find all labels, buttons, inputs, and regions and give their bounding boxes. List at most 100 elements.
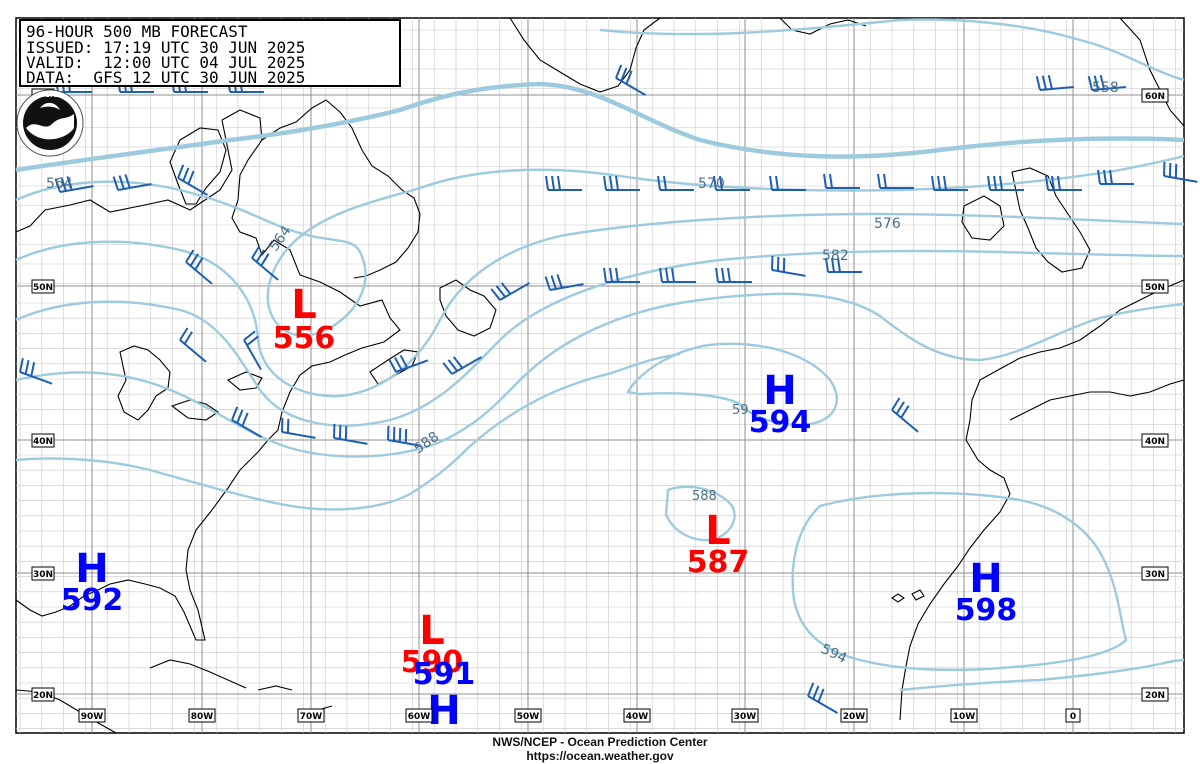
lon-label: 40W xyxy=(623,708,651,723)
coast-caribbean xyxy=(15,659,333,734)
lon-label: 50W xyxy=(514,708,542,723)
lat-label-left: 30N xyxy=(31,566,55,581)
weather-map: 564 564 570 576 582 588 588 59 594 558 L… xyxy=(15,17,1198,734)
high-center-letter: H xyxy=(75,546,108,592)
coast-labrador xyxy=(261,99,421,279)
coast-scandinavia xyxy=(1119,17,1185,127)
lon-label-text: 60W xyxy=(408,712,431,722)
contour-594-africa xyxy=(899,658,1185,692)
low-center-value: 556 xyxy=(273,321,336,356)
wind-barb xyxy=(281,417,316,439)
title-line-2: ISSUED: 17:19 UTC 30 JUN 2025 xyxy=(26,38,305,57)
contour-564 xyxy=(15,154,1185,337)
wind-barb xyxy=(251,245,279,281)
coast-greenland xyxy=(509,17,661,93)
wind-barb xyxy=(715,267,752,283)
contour-576 xyxy=(15,249,1185,427)
lat-label-left: 50N xyxy=(31,279,55,294)
wind-barb xyxy=(807,682,838,714)
lat-label-right: 30N xyxy=(1141,566,1169,581)
lat-label-text: 20N xyxy=(33,691,53,701)
lon-label: 60W xyxy=(405,708,433,723)
lat-label-text: 50N xyxy=(1145,283,1165,293)
coast-iceland xyxy=(779,17,867,35)
contour-label: 576 xyxy=(874,216,901,232)
wind-barb xyxy=(54,176,94,193)
wind-barb xyxy=(388,354,429,373)
high-center-value: 591 xyxy=(413,657,476,692)
contour-570 xyxy=(15,212,1185,398)
wind-barb xyxy=(771,255,806,277)
contour-588 xyxy=(15,352,681,511)
wind-barb xyxy=(657,175,694,191)
low-center-letter: L xyxy=(705,508,731,554)
wind-barb xyxy=(544,274,584,291)
lat-label-text: 40N xyxy=(33,437,53,447)
wind-barb xyxy=(877,173,914,189)
title-line-1: 96-HOUR 500 MB FORECAST xyxy=(26,22,248,41)
footer-url[interactable]: https://ocean.weather.gov xyxy=(526,749,674,763)
lat-label-text: 50N xyxy=(33,283,53,293)
lat-label-right: 20N xyxy=(1141,687,1169,702)
coast-mediterranean xyxy=(1009,379,1185,421)
contour-594-h xyxy=(626,342,839,426)
low-center-value: 590 xyxy=(401,645,464,680)
high-center-value: 592 xyxy=(61,583,124,618)
lat-label-text: 40N xyxy=(1145,437,1165,447)
height-contours xyxy=(15,18,1185,692)
lon-label-text: 70W xyxy=(300,712,323,722)
contour-588b xyxy=(664,485,736,542)
lon-label-text: 10W xyxy=(953,712,976,722)
wind-barb xyxy=(243,330,262,370)
lon-label: 90W xyxy=(78,708,106,723)
lon-label-text: 20W xyxy=(843,712,866,722)
title-line-4: DATA: GFS 12 UTC 30 JUN 2025 xyxy=(26,68,305,87)
noaa-logo: NOAA xyxy=(16,89,84,157)
lon-label-text: 80W xyxy=(191,712,214,722)
lon-label-text: 90W xyxy=(81,712,104,722)
wind-barb xyxy=(333,423,368,445)
lat-label-text: 60N xyxy=(1145,92,1165,102)
lat-label-text: 30N xyxy=(1145,570,1165,580)
wind-barb xyxy=(603,175,640,191)
contour-label: 570 xyxy=(698,176,725,192)
coast-north-america xyxy=(15,109,401,641)
contour-label: 59 xyxy=(732,403,749,418)
footer-agency: NWS/NCEP - Ocean Prediction Center xyxy=(492,735,708,749)
wind-barb xyxy=(1163,161,1198,183)
wind-barb xyxy=(179,327,207,363)
wind-barb xyxy=(545,175,582,191)
lon-label-text: 40W xyxy=(626,712,649,722)
contour-label: 588 xyxy=(692,489,717,504)
wind-barb xyxy=(177,164,208,196)
lon-label-text: 30W xyxy=(734,712,757,722)
wind-barb xyxy=(825,257,862,273)
lat-label-right: 50N xyxy=(1141,279,1169,294)
high-center-value: 594 xyxy=(749,405,812,440)
wind-barb xyxy=(185,249,213,285)
lon-label-text: 0 xyxy=(1070,712,1076,722)
wind-barb xyxy=(387,425,422,447)
lat-label-right: 40N xyxy=(1141,433,1169,448)
high-center-letter: H xyxy=(763,368,796,414)
lon-label: 20W xyxy=(840,708,868,723)
wind-barb xyxy=(442,356,482,375)
wind-barb xyxy=(603,267,640,283)
noaa-logo-text: NOAA xyxy=(39,91,62,99)
lat-label-text: 30N xyxy=(33,570,53,580)
lon-label-text: 50W xyxy=(517,712,540,722)
high-center-letter: H xyxy=(427,688,460,734)
lon-label: 10W xyxy=(950,708,978,723)
wind-barb xyxy=(490,282,530,301)
lat-label-left: 20N xyxy=(31,687,55,702)
wind-barb xyxy=(659,267,696,283)
lon-label: 80W xyxy=(188,708,216,723)
wind-barb xyxy=(19,357,53,385)
wind-barb xyxy=(1097,169,1134,185)
high-center-letter: H xyxy=(969,556,1002,602)
wind-barb xyxy=(1087,74,1126,91)
wind-barb xyxy=(931,175,968,191)
wind-barb xyxy=(713,175,750,191)
contour-label: 582 xyxy=(822,248,849,264)
contour-label: 564 xyxy=(46,176,73,192)
